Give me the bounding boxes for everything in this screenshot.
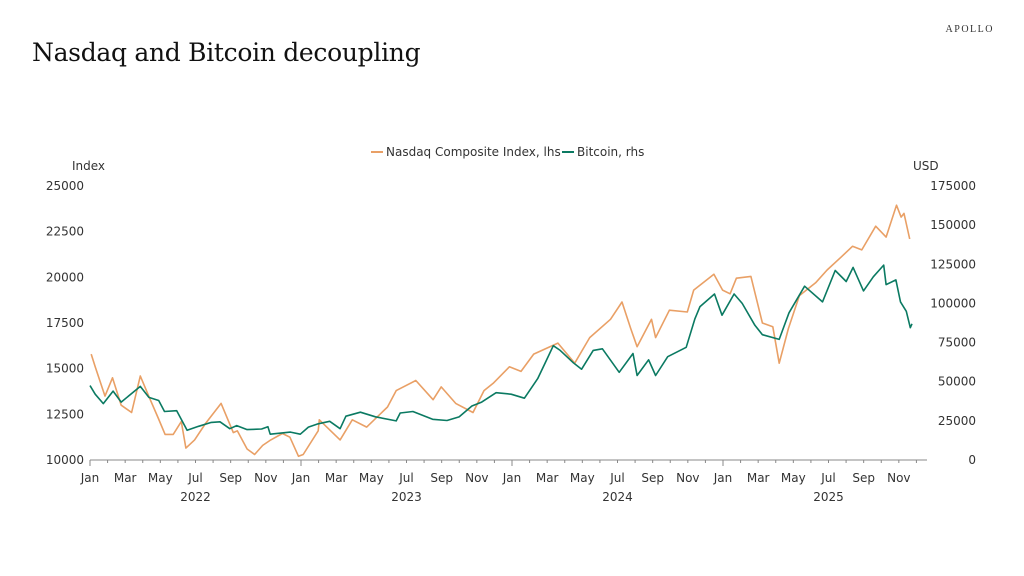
y-left-tick-label: 17500 [46,316,84,330]
y-left-tick-label: 20000 [46,270,84,284]
y-left-tick-label: 12500 [46,407,84,421]
x-month-label: Mar [114,471,137,485]
legend-label-bitcoin: Bitcoin, rhs [577,145,644,159]
y-left-tick-label: 15000 [46,362,84,376]
x-month-label: Sep [219,471,242,485]
legend-label-nasdaq: Nasdaq Composite Index, lhs [386,145,561,159]
x-month-label: Jan [713,471,733,485]
x-month-label: Jul [820,471,835,485]
y-right-axis-title: USD [913,159,939,173]
x-month-label: Nov [254,471,277,485]
x-month-label: Jul [398,471,413,485]
bitcoin-line [89,264,913,436]
x-month-label: Sep [852,471,875,485]
x-month-label: May [359,471,384,485]
x-month-label: Mar [747,471,770,485]
y-left-tick-label: 22500 [46,225,84,239]
x-month-label: Nov [887,471,910,485]
y-right-tick-label: 175000 [930,179,976,193]
x-month-label: Jul [609,471,624,485]
y-left-tick-label: 25000 [46,179,84,193]
y-right-tick-label: 25000 [938,414,976,428]
y-right-tick-label: 50000 [938,375,976,389]
y-right-tick-label: 75000 [938,336,976,350]
x-year-label: 2025 [813,490,844,504]
y-left-tick-label: 10000 [46,453,84,467]
x-month-label: Mar [325,471,348,485]
x-month-label: May [148,471,173,485]
x-month-label: Sep [641,471,664,485]
x-year-label: 2024 [602,490,633,504]
x-month-label: Sep [430,471,453,485]
x-month-label: Jan [80,471,100,485]
apollo-logo: APOLLO [945,24,994,35]
x-month-label: Jan [502,471,522,485]
y-left-axis-title: Index [72,159,105,173]
y-right-tick-label: 125000 [930,257,976,271]
x-month-label: Mar [536,471,559,485]
x-month-label: Jul [187,471,202,485]
x-month-label: May [570,471,595,485]
x-month-label: Jan [291,471,311,485]
x-month-label: May [781,471,806,485]
x-month-label: Nov [676,471,699,485]
x-year-label: 2022 [180,490,211,504]
y-right-tick-label: 100000 [930,296,976,310]
page-title: Nasdaq and Bitcoin decoupling [32,38,421,67]
nasdaq-line [90,204,911,458]
x-month-label: Nov [465,471,488,485]
y-right-tick-label: 0 [968,453,976,467]
y-right-tick-label: 150000 [930,218,976,232]
x-year-label: 2023 [391,490,422,504]
